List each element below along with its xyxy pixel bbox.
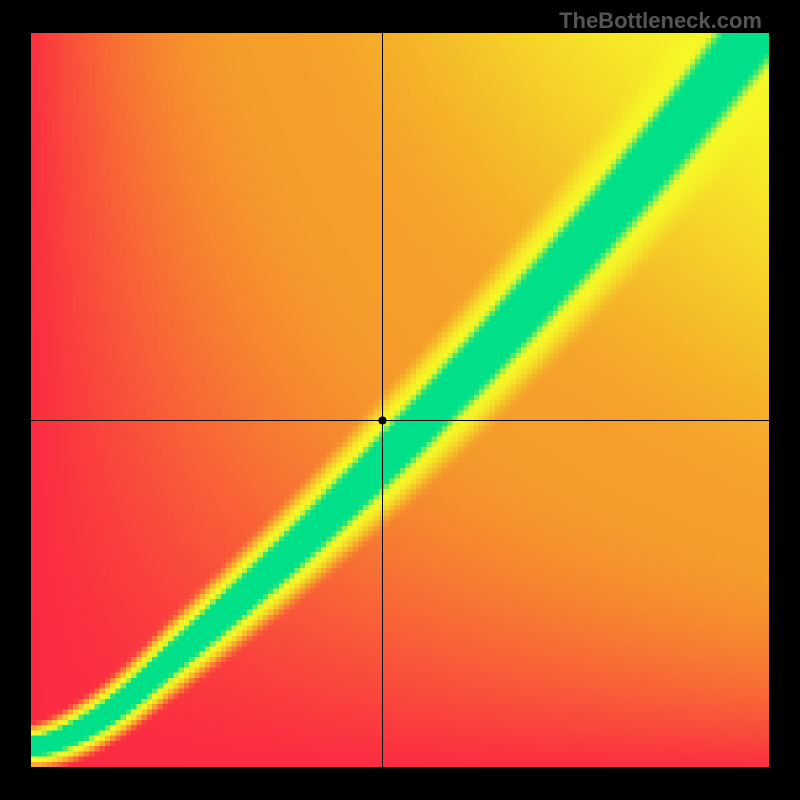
- crosshair-overlay: [31, 33, 769, 767]
- heatmap-container: [31, 33, 769, 767]
- watermark-text: TheBottleneck.com: [559, 8, 762, 34]
- chart-outer-frame: TheBottleneck.com: [0, 0, 800, 800]
